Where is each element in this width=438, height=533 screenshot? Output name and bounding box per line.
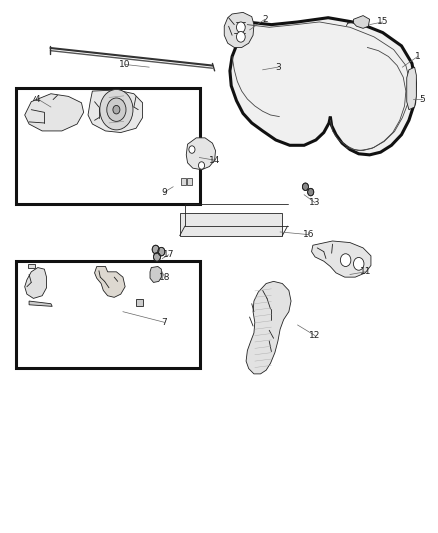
Text: 17: 17 [163, 251, 174, 260]
Text: 12: 12 [309, 331, 321, 340]
Polygon shape [230, 18, 416, 155]
Bar [15, 88, 200, 204]
Circle shape [189, 146, 195, 154]
Circle shape [237, 22, 245, 33]
Text: 3: 3 [275, 63, 281, 71]
Polygon shape [88, 90, 143, 133]
Polygon shape [25, 268, 46, 298]
Polygon shape [136, 300, 143, 306]
Text: 10: 10 [120, 60, 131, 69]
Bar [15, 261, 200, 368]
Circle shape [237, 31, 245, 42]
Polygon shape [407, 67, 417, 110]
Text: 15: 15 [377, 18, 389, 27]
Polygon shape [95, 266, 125, 297]
Text: 16: 16 [303, 230, 314, 239]
Circle shape [340, 254, 351, 266]
Polygon shape [25, 94, 84, 131]
Bar [180, 213, 283, 236]
Polygon shape [186, 138, 215, 169]
Polygon shape [353, 15, 370, 28]
Circle shape [100, 90, 133, 130]
Circle shape [302, 183, 308, 190]
Text: 11: 11 [360, 268, 371, 276]
Circle shape [158, 247, 165, 256]
Text: 14: 14 [209, 156, 220, 165]
Text: 18: 18 [159, 273, 170, 281]
Polygon shape [29, 301, 52, 306]
Text: 7: 7 [162, 318, 167, 327]
Circle shape [307, 188, 314, 196]
Polygon shape [311, 241, 371, 277]
Circle shape [152, 245, 159, 254]
Text: 1: 1 [415, 52, 420, 61]
Circle shape [153, 253, 160, 261]
Text: 2: 2 [262, 15, 268, 24]
Text: 4: 4 [35, 94, 41, 103]
Bar [187, 178, 192, 184]
Polygon shape [28, 264, 35, 268]
Circle shape [113, 106, 120, 114]
Bar [180, 178, 186, 184]
Polygon shape [150, 266, 161, 282]
Polygon shape [224, 12, 254, 47]
Circle shape [353, 257, 364, 270]
Circle shape [198, 162, 205, 169]
Text: 5: 5 [419, 94, 425, 103]
Circle shape [107, 98, 126, 122]
Text: 13: 13 [309, 198, 321, 207]
Text: 9: 9 [162, 188, 167, 197]
Polygon shape [246, 281, 291, 374]
